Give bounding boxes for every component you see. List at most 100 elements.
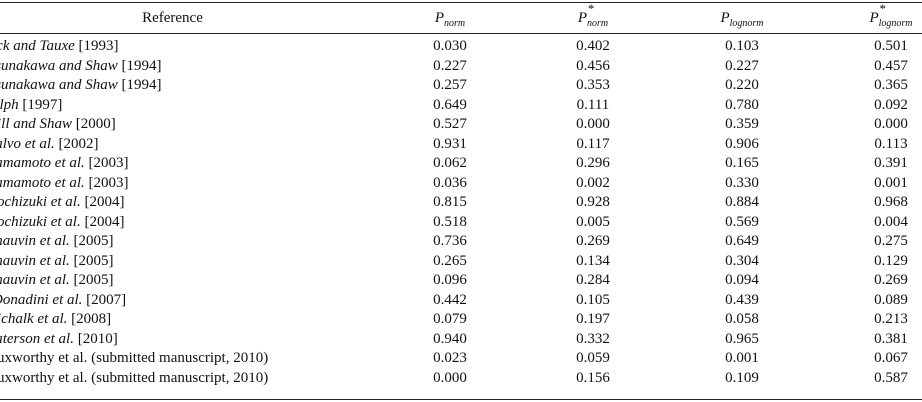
cell-p-norm: 0.096 bbox=[433, 272, 467, 288]
reference-year: [1994] bbox=[117, 57, 162, 74]
header-p-lognorm-star: P * lognorm bbox=[869, 1, 913, 29]
cell-p-norm-star: 0.059 bbox=[576, 350, 610, 366]
cell-p-lognorm-star: 0.587 bbox=[874, 369, 908, 386]
table-row: 'hauvin et al. [2005] 0.736 0.269 0.649 0.27… bbox=[0, 232, 922, 251]
reference-authors: 'hauvin et al. bbox=[0, 252, 70, 269]
header-reference: Reference bbox=[142, 10, 203, 26]
cell-p-norm-star: 0.002 bbox=[576, 174, 610, 191]
cell-reference: 'aterson et al. [2010] bbox=[0, 330, 337, 349]
cell-p-lognorm: 0.439 bbox=[725, 291, 759, 308]
cell-p-norm-star: 0.117 bbox=[576, 135, 610, 152]
cell-p-lognorm-star: 0.381 bbox=[874, 330, 908, 347]
cell-p-lognorm: 0.220 bbox=[725, 77, 759, 93]
cell-p-norm-star: 0.402 bbox=[576, 38, 610, 54]
table-row: 'amamoto et al. [2003] 0.036 0.002 0.330 0.0… bbox=[0, 174, 922, 193]
cell-p-norm-star: 0.269 bbox=[576, 233, 610, 249]
cell-p-norm-star: 0.156 bbox=[576, 369, 610, 386]
cell-reference: Donadini et al. [2007] bbox=[0, 291, 337, 310]
cell-p-lognorm: 0.094 bbox=[725, 272, 759, 288]
cell-reference: Iuxworthy et al. (submitted manuscript, … bbox=[0, 369, 337, 388]
reference-year: [2008] bbox=[67, 311, 112, 327]
cell-p-norm: 0.527 bbox=[433, 116, 467, 132]
cell-reference: 'hauvin et al. [2005] bbox=[0, 232, 337, 251]
table-row: Iochizuki et al. [2004] 0.518 0.005 0.569 0.… bbox=[0, 213, 922, 232]
cell-p-lognorm: 0.304 bbox=[725, 252, 759, 269]
table-row: 'alvo et al. [2002] 0.931 0.117 0.906 0.113 bbox=[0, 135, 922, 154]
reference-year: [2004] bbox=[80, 213, 125, 230]
cell-p-norm-star: 0.928 bbox=[576, 194, 610, 210]
cell-p-norm-star: 0.197 bbox=[576, 311, 610, 327]
cell-p-norm-star: 0.134 bbox=[576, 252, 610, 269]
reference-authors: 'sunakawa and Shaw bbox=[0, 57, 118, 74]
table-row: Iill and Shaw [2000] 0.527 0.000 0.359 0.000 bbox=[0, 115, 922, 134]
cell-p-lognorm-star: 0.000 bbox=[874, 116, 908, 132]
reference-year: Iuxworthy et al. (submitted manuscript, … bbox=[0, 369, 269, 386]
cell-p-lognorm-star: 0.391 bbox=[874, 155, 908, 171]
cell-p-norm: 0.736 bbox=[433, 233, 467, 249]
reference-authors: Iichalk et al. bbox=[0, 311, 68, 327]
cell-p-norm: 0.649 bbox=[433, 96, 467, 113]
cell-p-lognorm-star: 0.365 bbox=[874, 77, 908, 93]
table-row: Donadini et al. [2007] 0.442 0.105 0.439 0.0… bbox=[0, 291, 922, 310]
reference-year: [2002] bbox=[54, 135, 99, 152]
cell-p-norm-star: 0.332 bbox=[576, 330, 610, 347]
cell-p-norm-star: 0.111 bbox=[576, 96, 610, 113]
cell-reference: 'hauvin et al. [2005] bbox=[0, 252, 337, 271]
cell-p-lognorm: 0.780 bbox=[725, 96, 759, 113]
cell-p-lognorm-star: 0.213 bbox=[874, 311, 908, 327]
cell-reference: 'amamoto et al. [2003] bbox=[0, 174, 337, 193]
reference-authors: 'amamoto et al. bbox=[0, 174, 85, 191]
table-row: 'aterson et al. [2010] 0.940 0.332 0.965 0.3… bbox=[0, 330, 922, 349]
table-row: Iochizuki et al. [2004] 0.815 0.928 0.884 0.… bbox=[0, 193, 922, 212]
cell-p-norm: 0.442 bbox=[433, 291, 467, 308]
cell-p-lognorm: 0.001 bbox=[725, 350, 759, 366]
cell-p-lognorm: 0.058 bbox=[725, 311, 759, 327]
cell-p-norm: 0.079 bbox=[433, 311, 467, 327]
cell-p-norm-star: 0.456 bbox=[576, 57, 610, 74]
reference-authors: 'amamoto et al. bbox=[0, 155, 85, 171]
cell-p-norm-star: 0.284 bbox=[576, 272, 610, 288]
cell-p-norm-star: 0.353 bbox=[576, 77, 610, 93]
cell-p-lognorm: 0.330 bbox=[725, 174, 759, 191]
cell-p-norm: 0.265 bbox=[433, 252, 467, 269]
reference-authors: 'alvo et al. bbox=[0, 135, 55, 152]
table-row: 'hauvin et al. [2005] 0.265 0.134 0.304 0.12… bbox=[0, 252, 922, 271]
cell-p-lognorm-star: 0.113 bbox=[874, 135, 908, 152]
cell-p-lognorm-star: 0.129 bbox=[874, 252, 908, 269]
cell-p-lognorm: 0.649 bbox=[725, 233, 759, 249]
table-row: Iuxworthy et al. (submitted manuscript, … bbox=[0, 349, 922, 368]
top-rule bbox=[0, 2, 922, 3]
cell-reference: Iochizuki et al. [2004] bbox=[0, 213, 337, 232]
table-row: olph [1997] 0.649 0.111 0.780 0.092 bbox=[0, 96, 922, 115]
cell-reference: 'hauvin et al. [2005] bbox=[0, 271, 337, 290]
cell-p-norm: 0.062 bbox=[433, 155, 467, 171]
cell-p-norm-star: 0.005 bbox=[576, 213, 610, 230]
reference-authors: 'hauvin et al. bbox=[0, 272, 70, 288]
cell-p-lognorm-star: 0.269 bbox=[874, 272, 908, 288]
reference-year: [1993] bbox=[74, 38, 119, 54]
cell-p-lognorm: 0.109 bbox=[725, 369, 759, 386]
header-rule bbox=[0, 33, 922, 34]
cell-p-lognorm-star: 0.067 bbox=[874, 350, 908, 366]
reference-authors: 'hauvin et al. bbox=[0, 233, 70, 249]
cell-reference: Iuxworthy et al. (submitted manuscript, … bbox=[0, 349, 337, 368]
reference-year: [2005] bbox=[69, 272, 114, 288]
cell-p-norm-star: 0.000 bbox=[576, 116, 610, 132]
cell-p-norm: 0.931 bbox=[433, 135, 467, 152]
reference-authors: Donadini et al. bbox=[0, 291, 83, 308]
cell-reference: Iochizuki et al. [2004] bbox=[0, 193, 337, 212]
cell-p-lognorm-star: 0.501 bbox=[874, 38, 908, 54]
reference-year: [2005] bbox=[69, 252, 114, 269]
cell-reference: 'sunakawa and Shaw [1994] bbox=[0, 76, 337, 95]
cell-p-norm: 0.023 bbox=[433, 350, 467, 366]
reference-authors: 'sunakawa and Shaw bbox=[0, 77, 118, 93]
bottom-rule bbox=[0, 399, 922, 400]
cell-p-lognorm-star: 0.089 bbox=[874, 291, 908, 308]
cell-reference: ick and Tauxe [1993] bbox=[0, 37, 337, 56]
reference-authors: Iochizuki et al. bbox=[0, 213, 81, 230]
cell-p-norm-star: 0.105 bbox=[576, 291, 610, 308]
cell-reference: 'alvo et al. [2002] bbox=[0, 135, 337, 154]
